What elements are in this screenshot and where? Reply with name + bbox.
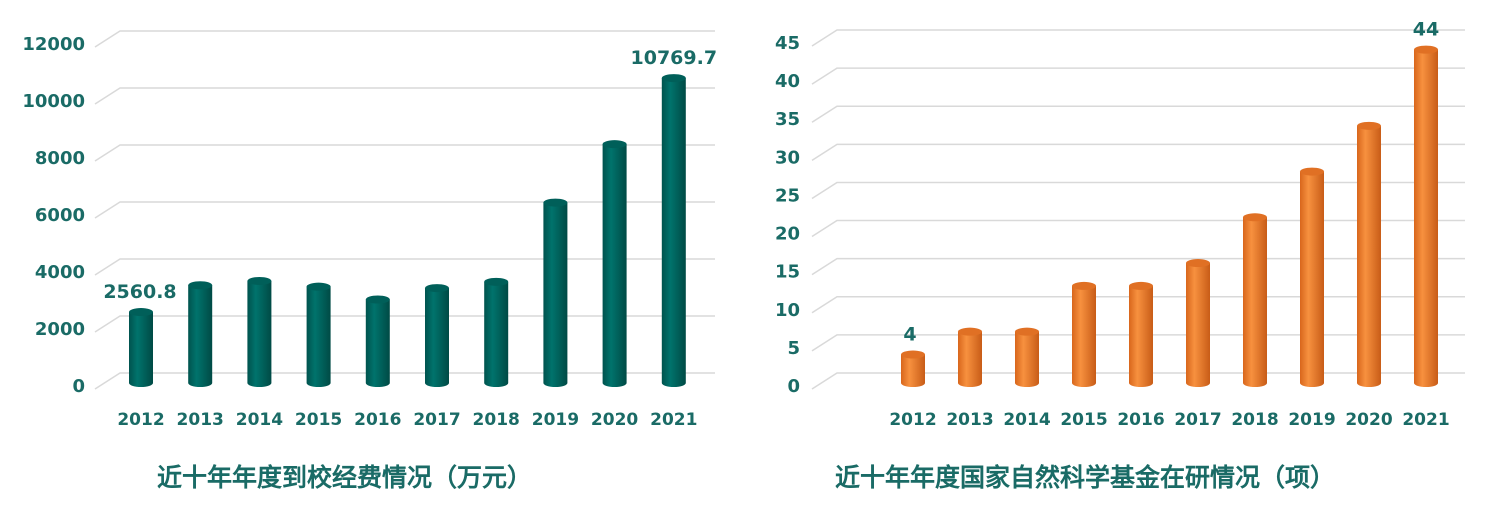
bar-top-2013 bbox=[188, 281, 213, 290]
gridline bbox=[811, 105, 1465, 123]
bar-top-2017 bbox=[425, 284, 449, 293]
x-tick-label: 2012 bbox=[117, 410, 164, 430]
bar-top-2020 bbox=[1357, 121, 1381, 130]
gridline bbox=[94, 201, 715, 219]
x-tick-label: 2017 bbox=[413, 410, 460, 430]
bar-2018 bbox=[484, 281, 509, 387]
x-tick-label: 2018 bbox=[473, 410, 520, 430]
y-tick-label: 35 bbox=[775, 109, 800, 130]
bar-2020 bbox=[1357, 125, 1381, 387]
data-label: 2560.8 bbox=[103, 281, 176, 303]
gridline bbox=[94, 30, 715, 48]
bar-2019 bbox=[543, 202, 568, 387]
gridline bbox=[811, 67, 1465, 85]
gridline bbox=[811, 181, 1465, 200]
bar-top-2018 bbox=[484, 277, 509, 286]
y-tick-label: 4000 bbox=[35, 262, 85, 283]
y-tick-label: 10 bbox=[775, 300, 800, 321]
y-tick-label: 20 bbox=[775, 224, 800, 245]
bar-2021 bbox=[661, 78, 686, 388]
y-tick-label: 0 bbox=[787, 376, 800, 397]
bar-top-2012 bbox=[901, 350, 925, 359]
x-tick-label: 2015 bbox=[1060, 410, 1107, 430]
bar-2018 bbox=[1243, 217, 1267, 387]
x-tick-label: 2012 bbox=[889, 410, 936, 430]
y-tick-label: 12000 bbox=[22, 34, 85, 55]
bar-2016 bbox=[365, 299, 390, 387]
bar-2014 bbox=[1015, 331, 1039, 387]
gridline bbox=[811, 143, 1465, 161]
gridline bbox=[94, 258, 715, 276]
bar-top-2012 bbox=[129, 308, 153, 317]
bar-top-2016 bbox=[1129, 281, 1153, 290]
x-tick-label: 2015 bbox=[295, 410, 342, 430]
gridline bbox=[94, 144, 715, 162]
data-label: 44 bbox=[1413, 19, 1439, 41]
y-tick-label: 30 bbox=[775, 147, 800, 168]
bar-top-2018 bbox=[1243, 213, 1267, 222]
x-tick-label: 2013 bbox=[946, 410, 993, 430]
gridline bbox=[94, 87, 715, 105]
data-label: 10769.7 bbox=[631, 47, 718, 69]
x-tick-label: 2021 bbox=[650, 410, 697, 430]
bar-top-2021 bbox=[661, 74, 686, 83]
bar-2013 bbox=[188, 285, 213, 387]
bar-2014 bbox=[247, 280, 272, 387]
y-tick-label: 2000 bbox=[35, 319, 85, 340]
y-tick-label: 15 bbox=[775, 262, 800, 283]
y-tick-label: 45 bbox=[775, 33, 800, 54]
x-tick-label: 2019 bbox=[532, 410, 579, 430]
bar-2013 bbox=[958, 331, 982, 387]
bar-2021 bbox=[1414, 49, 1438, 387]
y-tick-label: 25 bbox=[775, 185, 800, 206]
bar-top-2021 bbox=[1414, 45, 1438, 54]
bar-top-2014 bbox=[247, 276, 272, 285]
gridline bbox=[94, 315, 715, 333]
bar-top-2020 bbox=[602, 140, 627, 149]
x-tick-label: 2021 bbox=[1402, 410, 1449, 430]
bar-2012 bbox=[901, 354, 925, 387]
bar-top-2014 bbox=[1015, 327, 1039, 336]
chart-title-funding: 近十年年度到校经费情况（万元） bbox=[157, 463, 533, 492]
x-tick-label: 2014 bbox=[236, 410, 283, 430]
x-tick-label: 2020 bbox=[591, 410, 638, 430]
bar-top-2017 bbox=[1186, 259, 1210, 268]
chart-title-nsfc: 近十年年度国家自然科学基金在研情况（项） bbox=[835, 463, 1336, 492]
y-tick-label: 0 bbox=[72, 376, 85, 397]
bar-2019 bbox=[1300, 171, 1324, 387]
bar-top-2019 bbox=[1300, 167, 1324, 176]
bar-top-2019 bbox=[543, 198, 568, 207]
bar-2020 bbox=[602, 144, 627, 387]
x-tick-label: 2016 bbox=[354, 410, 401, 430]
x-tick-label: 2020 bbox=[1345, 410, 1392, 430]
bar-2015 bbox=[306, 286, 331, 387]
bar-top-2013 bbox=[958, 327, 982, 336]
x-tick-label: 2013 bbox=[177, 410, 224, 430]
bar-2016 bbox=[1129, 285, 1153, 387]
gridline bbox=[811, 29, 1465, 47]
bar-2017 bbox=[425, 288, 449, 387]
y-tick-label: 5 bbox=[787, 338, 800, 359]
y-tick-label: 10000 bbox=[22, 91, 85, 112]
y-tick-label: 40 bbox=[775, 71, 800, 92]
bar-top-2015 bbox=[1072, 281, 1096, 290]
x-tick-label: 2019 bbox=[1288, 410, 1335, 430]
y-tick-label: 8000 bbox=[35, 148, 85, 169]
x-tick-label: 2014 bbox=[1003, 410, 1050, 430]
bar-2012 bbox=[129, 312, 153, 387]
x-tick-label: 2018 bbox=[1231, 410, 1278, 430]
bar-top-2016 bbox=[365, 295, 390, 304]
bar-2017 bbox=[1186, 263, 1210, 387]
bar-top-2015 bbox=[306, 282, 331, 291]
data-label: 4 bbox=[903, 324, 916, 346]
bar-2015 bbox=[1072, 285, 1096, 387]
x-tick-label: 2016 bbox=[1117, 410, 1164, 430]
x-tick-label: 2017 bbox=[1174, 410, 1221, 430]
gridline bbox=[94, 372, 715, 390]
y-tick-label: 6000 bbox=[35, 205, 85, 226]
